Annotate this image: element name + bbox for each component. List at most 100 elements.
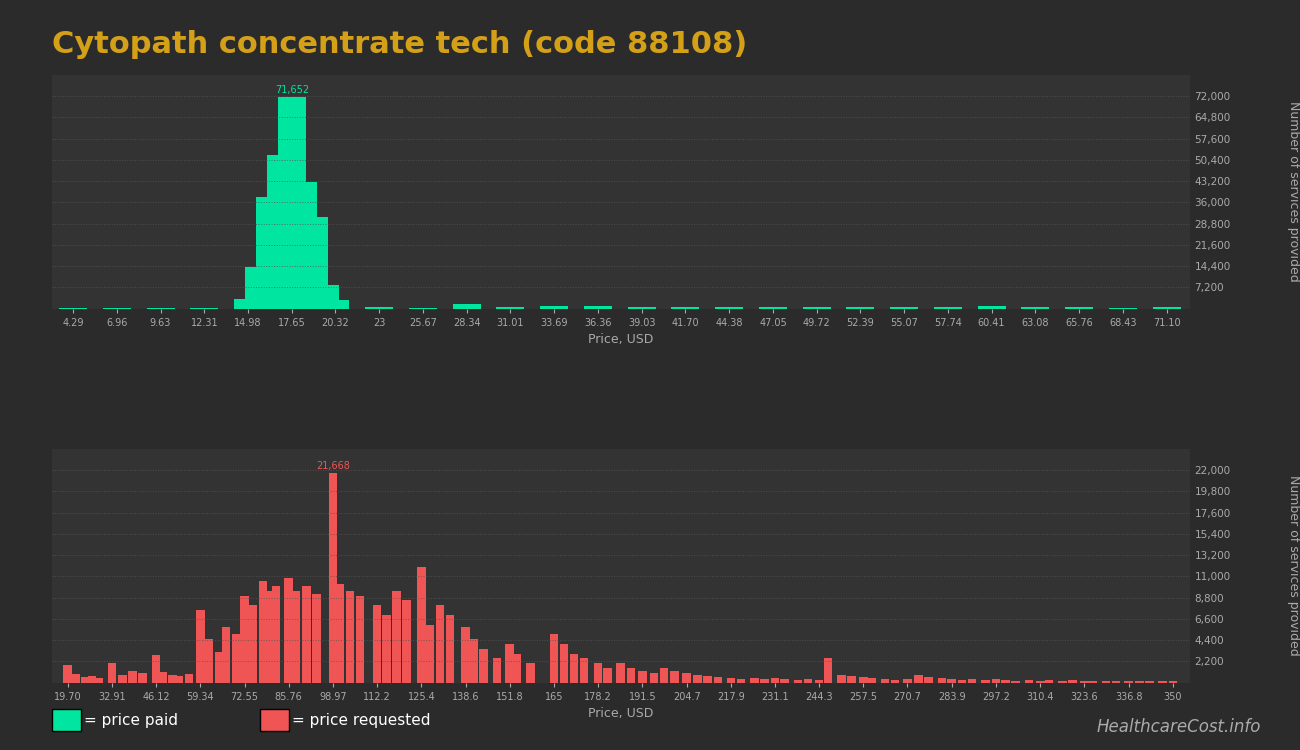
Bar [512,653,521,682]
Bar [256,196,283,309]
X-axis label: Price, USD: Price, USD [588,707,654,720]
Bar [650,673,659,682]
Bar [714,676,722,682]
Bar [462,626,469,682]
Bar [285,578,292,682]
Bar [715,307,744,309]
Bar [848,676,855,682]
Y-axis label: Number of services provided: Number of services provided [1287,101,1300,282]
Bar [1109,308,1138,309]
Bar [982,680,989,682]
Bar [118,675,126,682]
Bar [138,673,147,682]
Bar [196,610,204,683]
Bar [1080,680,1088,682]
Bar [259,581,266,682]
Bar [937,678,946,682]
Bar [1124,681,1132,682]
Bar [393,591,400,682]
Bar [214,652,224,682]
Bar [88,676,96,682]
Bar [1153,308,1180,309]
Bar [329,473,337,682]
Bar [1145,681,1153,682]
Bar [152,656,160,682]
Bar [580,658,588,682]
Bar [627,668,634,682]
Bar [81,676,90,682]
Bar [248,605,257,682]
Bar [1158,681,1167,682]
Bar [802,307,831,309]
Bar [240,596,248,682]
Bar [670,671,679,682]
Bar [867,678,876,682]
Bar [824,658,832,682]
Bar [72,674,79,682]
Bar [335,584,345,682]
Bar [159,672,166,682]
Bar [1024,680,1034,682]
Bar [244,267,273,309]
Bar [292,591,300,682]
Bar [750,678,759,682]
Bar [497,307,524,309]
Bar [403,601,411,682]
Bar [550,634,558,682]
Bar [278,98,306,309]
Bar [1011,680,1019,682]
Bar [1045,680,1053,682]
Bar [480,649,488,682]
Bar [176,676,183,682]
Bar [924,676,933,682]
Bar [1058,680,1066,682]
Bar [311,285,338,309]
Bar [914,675,923,682]
Bar [760,679,768,682]
Bar [265,591,274,682]
Bar [660,668,668,682]
Bar [234,299,263,309]
Bar [1069,680,1076,682]
Bar [948,679,955,682]
Bar [682,673,690,682]
Bar [638,671,646,682]
Bar [355,596,364,682]
Bar [737,679,745,682]
Bar [312,594,321,682]
Bar [727,678,734,682]
Bar [417,567,425,682]
Text: HealthcareCost.info: HealthcareCost.info [1097,718,1261,736]
Y-axis label: Number of services provided: Number of services provided [1287,476,1300,656]
Bar [436,605,445,682]
Bar [594,663,602,682]
Bar [846,308,875,309]
Bar [693,675,702,682]
Bar [373,605,381,682]
Bar [469,639,478,682]
Bar [95,678,103,682]
Bar [127,671,136,682]
Bar [703,676,712,682]
Bar [559,644,568,682]
Bar [771,678,779,682]
Text: = price paid: = price paid [84,712,178,728]
X-axis label: Price, USD: Price, USD [588,333,654,346]
Bar [1112,680,1121,682]
Bar [231,634,240,682]
Bar [881,679,889,682]
Bar [1001,680,1010,682]
Bar [289,182,317,309]
Bar [64,665,72,682]
Bar [108,663,116,682]
Bar [933,307,962,309]
Bar [1088,680,1097,682]
Bar [541,306,568,309]
Bar [300,217,328,309]
Bar [967,679,976,682]
Bar [628,307,655,309]
Bar [205,639,213,682]
Bar [859,676,867,682]
Bar [815,680,823,682]
Bar [569,653,578,682]
